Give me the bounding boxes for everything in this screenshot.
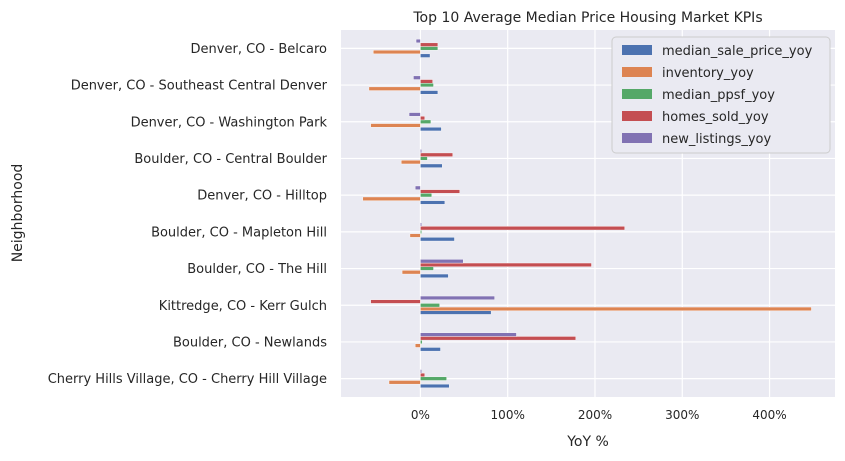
legend-label: median_ppsf_yoy xyxy=(662,88,775,103)
bar-inventory_yoy xyxy=(373,49,421,55)
bar-inventory_yoy xyxy=(420,306,812,311)
bar-median_sale_price_yoy xyxy=(420,200,446,205)
x-tick-label: 200% xyxy=(578,408,612,422)
bar-median_ppsf_yoy xyxy=(420,266,434,271)
legend-label: homes_sold_yoy xyxy=(662,110,769,125)
y-tick-label: Cherry Hills Village, CO - Cherry Hill V… xyxy=(48,372,327,387)
bar-median_ppsf_yoy xyxy=(420,303,440,308)
bar-new_listings_yoy xyxy=(420,369,422,374)
y-tick-label: Boulder, CO - Mapleton Hill xyxy=(151,225,327,240)
bar-median_sale_price_yoy xyxy=(420,383,450,389)
y-tick-label: Denver, CO - Belcaro xyxy=(191,42,328,57)
y-tick-label: Kittredge, CO - Kerr Gulch xyxy=(159,299,327,314)
bar-new_listings_yoy xyxy=(420,222,422,227)
y-tick-label: Boulder, CO - Newlands xyxy=(173,335,327,350)
bar-new_listings_yoy xyxy=(420,259,464,264)
bar-homes_sold_yoy xyxy=(420,336,576,341)
y-tick-label: Denver, CO - Washington Park xyxy=(131,115,328,130)
legend-label: median_sale_price_yoy xyxy=(662,44,813,59)
bar-median_ppsf_yoy xyxy=(420,229,422,234)
y-axis-label: Neighborhood xyxy=(10,164,26,263)
legend-box xyxy=(611,36,831,154)
bar-homes_sold_yoy xyxy=(420,372,425,378)
bar-inventory_yoy xyxy=(401,270,421,275)
y-tick-label: Denver, CO - Hilltop xyxy=(197,189,327,204)
bar-homes_sold_yoy xyxy=(420,189,460,194)
x-tick-label: 100% xyxy=(491,408,525,422)
legend-swatch xyxy=(622,67,652,77)
y-tick-label: Boulder, CO - Central Boulder xyxy=(134,152,327,167)
bar-inventory_yoy xyxy=(388,380,421,385)
legend-label: new_listings_yoy xyxy=(662,132,771,147)
x-tick-label: 0% xyxy=(411,408,430,422)
bar-new_listings_yoy xyxy=(420,149,422,154)
x-axis-ticks: 0% 100% 200% 300% 400% xyxy=(411,408,787,422)
bar-new_listings_yoy xyxy=(420,295,495,300)
bar-homes_sold_yoy xyxy=(420,152,453,157)
bars xyxy=(362,38,812,389)
bar-homes_sold_yoy xyxy=(370,299,421,304)
bar-median_ppsf_yoy xyxy=(420,46,439,51)
legend-label: inventory_yoy xyxy=(662,66,754,81)
bar-homes_sold_yoy xyxy=(420,42,439,47)
bar-median_ppsf_yoy xyxy=(420,156,428,161)
bar-homes_sold_yoy xyxy=(420,226,625,231)
x-tick-label: 400% xyxy=(752,408,786,422)
bar-inventory_yoy xyxy=(409,233,421,238)
bar-median_ppsf_yoy xyxy=(420,193,432,198)
bar-median_sale_price_yoy xyxy=(420,53,431,58)
bar-median_sale_price_yoy xyxy=(420,347,441,352)
x-axis-label: YoY % xyxy=(566,434,609,450)
legend-swatch xyxy=(622,111,652,121)
bar-homes_sold_yoy xyxy=(420,116,425,121)
bar-new_listings_yoy xyxy=(420,332,517,337)
bar-median_sale_price_yoy xyxy=(420,237,455,242)
bar-homes_sold_yoy xyxy=(420,79,433,84)
legend-swatch xyxy=(622,133,652,143)
bar-inventory_yoy xyxy=(401,160,421,165)
bar-median_ppsf_yoy xyxy=(420,339,423,344)
bar-median_sale_price_yoy xyxy=(420,127,442,132)
bar-inventory_yoy xyxy=(368,86,421,91)
chart-title: Top 10 Average Median Price Housing Mark… xyxy=(412,10,762,26)
bar-median_sale_price_yoy xyxy=(420,90,439,95)
bar-inventory_yoy xyxy=(370,123,421,128)
bar-new_listings_yoy xyxy=(413,75,421,80)
x-tick-label: 300% xyxy=(665,408,699,422)
y-tick-label: Denver, CO - Southeast Central Denver xyxy=(71,79,328,94)
bar-median_ppsf_yoy xyxy=(420,376,447,381)
y-tick-label: Boulder, CO - The Hill xyxy=(187,262,327,277)
bar-homes_sold_yoy xyxy=(420,262,592,267)
legend-swatch xyxy=(622,89,652,99)
bar-new_listings_yoy xyxy=(415,38,421,44)
y-axis-ticks: Denver, CO - Belcaro Denver, CO - Southea… xyxy=(48,42,328,387)
bar-inventory_yoy xyxy=(362,196,421,201)
bar-median_sale_price_yoy xyxy=(420,310,492,315)
bar-median_sale_price_yoy xyxy=(420,273,449,278)
bar-median_sale_price_yoy xyxy=(420,163,443,168)
bar-median_ppsf_yoy xyxy=(420,119,432,124)
bar-new_listings_yoy xyxy=(414,185,421,190)
bar-new_listings_yoy xyxy=(408,112,421,117)
bar-median_ppsf_yoy xyxy=(420,83,434,88)
bar-inventory_yoy xyxy=(414,343,421,348)
legend: median_sale_price_yoy inventory_yoymedian… xyxy=(611,36,831,154)
legend-swatch xyxy=(622,45,652,55)
